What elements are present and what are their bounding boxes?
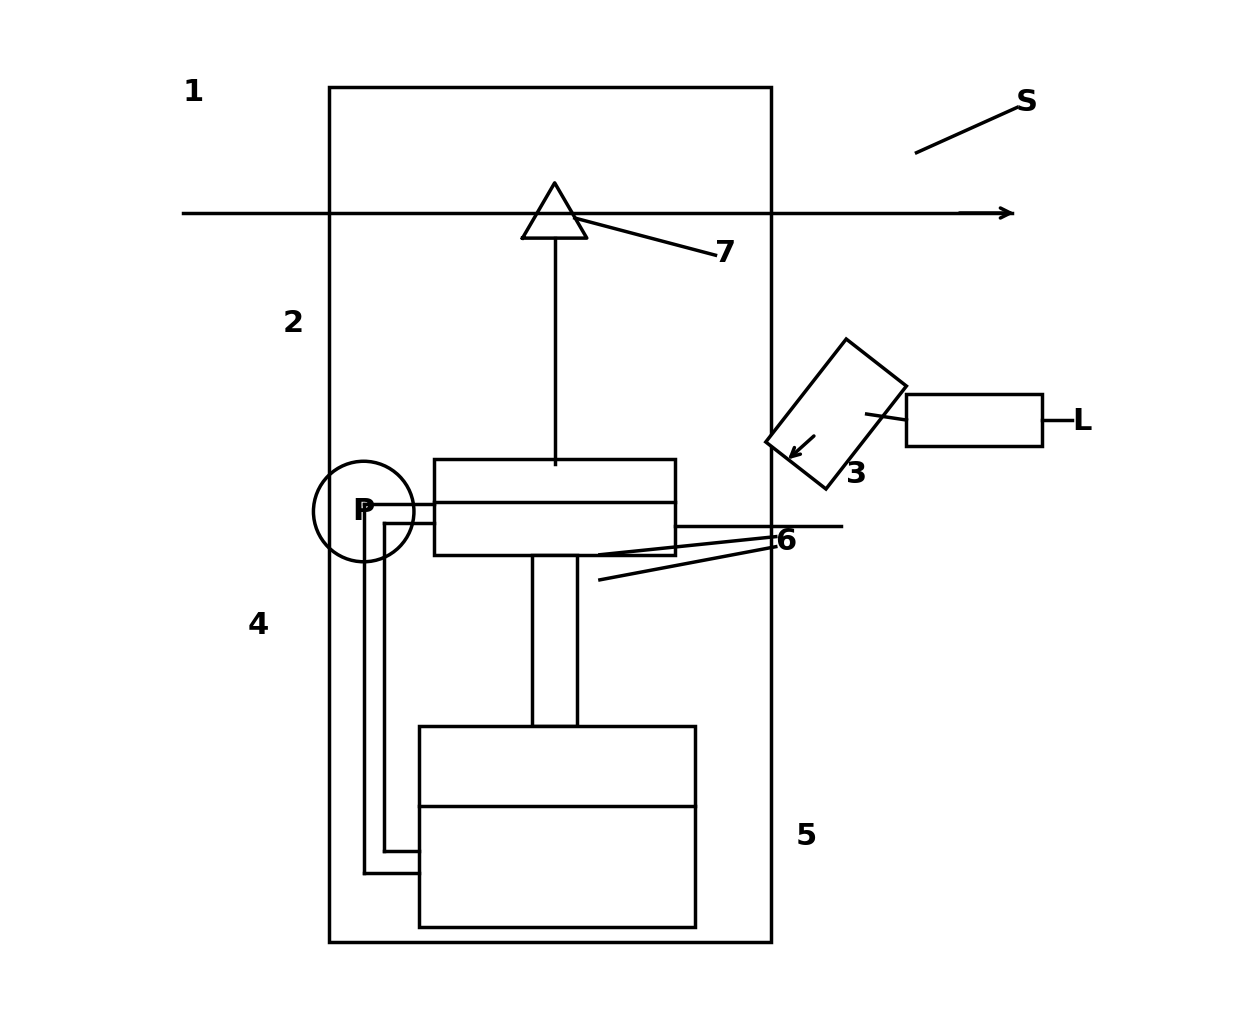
Text: L: L <box>1073 407 1092 435</box>
Bar <box>329 88 771 942</box>
Text: 4: 4 <box>248 610 269 640</box>
Text: 3: 3 <box>846 460 867 489</box>
Text: P: P <box>352 497 374 526</box>
Bar <box>419 726 696 926</box>
Text: 2: 2 <box>283 309 304 338</box>
Bar <box>906 394 1042 446</box>
Bar <box>434 460 676 554</box>
Text: 7: 7 <box>715 238 737 268</box>
Polygon shape <box>766 339 906 489</box>
Bar <box>532 554 578 726</box>
Text: S: S <box>1016 88 1038 117</box>
Text: 1: 1 <box>182 77 203 107</box>
Text: 6: 6 <box>775 527 796 556</box>
Text: 5: 5 <box>795 821 817 851</box>
